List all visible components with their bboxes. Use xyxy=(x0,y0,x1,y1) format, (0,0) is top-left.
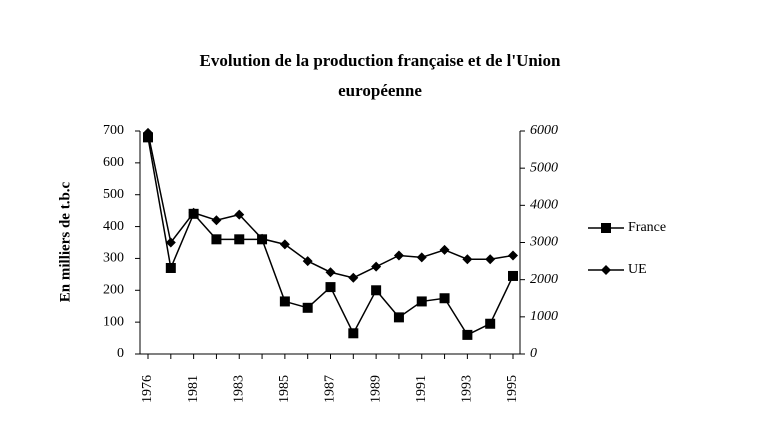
legend-label: France xyxy=(628,220,666,235)
y2-tick-label: 2000 xyxy=(530,272,558,287)
chart-title: Evolution de la production française et … xyxy=(200,51,562,70)
y-tick-label: 0 xyxy=(117,346,124,361)
data-point xyxy=(188,207,199,218)
x-tick-label: 1993 xyxy=(460,375,475,403)
data-point xyxy=(143,127,153,138)
data-point xyxy=(462,329,473,340)
data-point xyxy=(302,256,313,267)
data-point xyxy=(393,312,404,323)
data-point xyxy=(508,270,518,281)
data-point xyxy=(257,233,268,244)
x-tick-label: 1989 xyxy=(368,375,383,403)
data-point xyxy=(279,239,290,250)
data-point xyxy=(279,296,290,307)
y-tick-label: 400 xyxy=(103,219,124,234)
data-point xyxy=(165,262,176,273)
y-tick-label: 300 xyxy=(103,251,124,266)
x-tick-label: 1981 xyxy=(186,375,201,403)
data-point xyxy=(485,254,496,265)
data-point xyxy=(416,296,427,307)
data-point xyxy=(508,250,518,261)
data-point xyxy=(325,267,336,278)
data-point xyxy=(485,318,496,329)
data-point xyxy=(601,265,611,275)
data-point xyxy=(302,302,313,313)
data-point xyxy=(234,209,245,220)
y-tick-label: 600 xyxy=(103,155,124,170)
data-point xyxy=(393,250,404,261)
data-point xyxy=(416,252,427,263)
data-point xyxy=(439,244,450,255)
data-point xyxy=(348,328,359,339)
x-tick-label: 1987 xyxy=(323,375,338,403)
x-tick-label: 1991 xyxy=(414,375,429,403)
data-point xyxy=(371,261,382,272)
x-tick-label: 1976 xyxy=(140,375,155,403)
data-point xyxy=(211,234,222,245)
data-point xyxy=(371,285,382,296)
y2-tick-label: 1000 xyxy=(530,309,558,324)
data-point xyxy=(234,234,245,245)
data-point xyxy=(211,215,222,226)
y2-tick-label: 5000 xyxy=(530,160,558,175)
y-tick-label: 200 xyxy=(103,283,124,298)
data-point xyxy=(439,293,450,304)
data-point xyxy=(165,237,176,248)
y-tick-label: 500 xyxy=(103,187,124,202)
y-tick-label: 700 xyxy=(103,123,124,138)
data-point xyxy=(601,223,611,233)
y2-tick-label: 3000 xyxy=(529,235,558,250)
x-tick-label: 1985 xyxy=(277,375,292,403)
x-tick-label: 1995 xyxy=(505,375,520,403)
legend-label: UE xyxy=(628,262,647,277)
data-point xyxy=(348,272,359,283)
series-line xyxy=(147,132,514,279)
series-line xyxy=(147,137,514,336)
y2-tick-label: 0 xyxy=(530,346,537,361)
x-tick-label: 1983 xyxy=(231,375,246,403)
chart-title: européenne xyxy=(338,81,422,100)
y-tick-label: 100 xyxy=(103,314,124,329)
y2-tick-label: 4000 xyxy=(530,198,558,213)
data-point xyxy=(462,254,473,265)
data-point xyxy=(325,282,336,293)
y-axis-label: En milliers de t.b.c xyxy=(57,181,73,302)
y2-tick-label: 6000 xyxy=(530,123,558,138)
